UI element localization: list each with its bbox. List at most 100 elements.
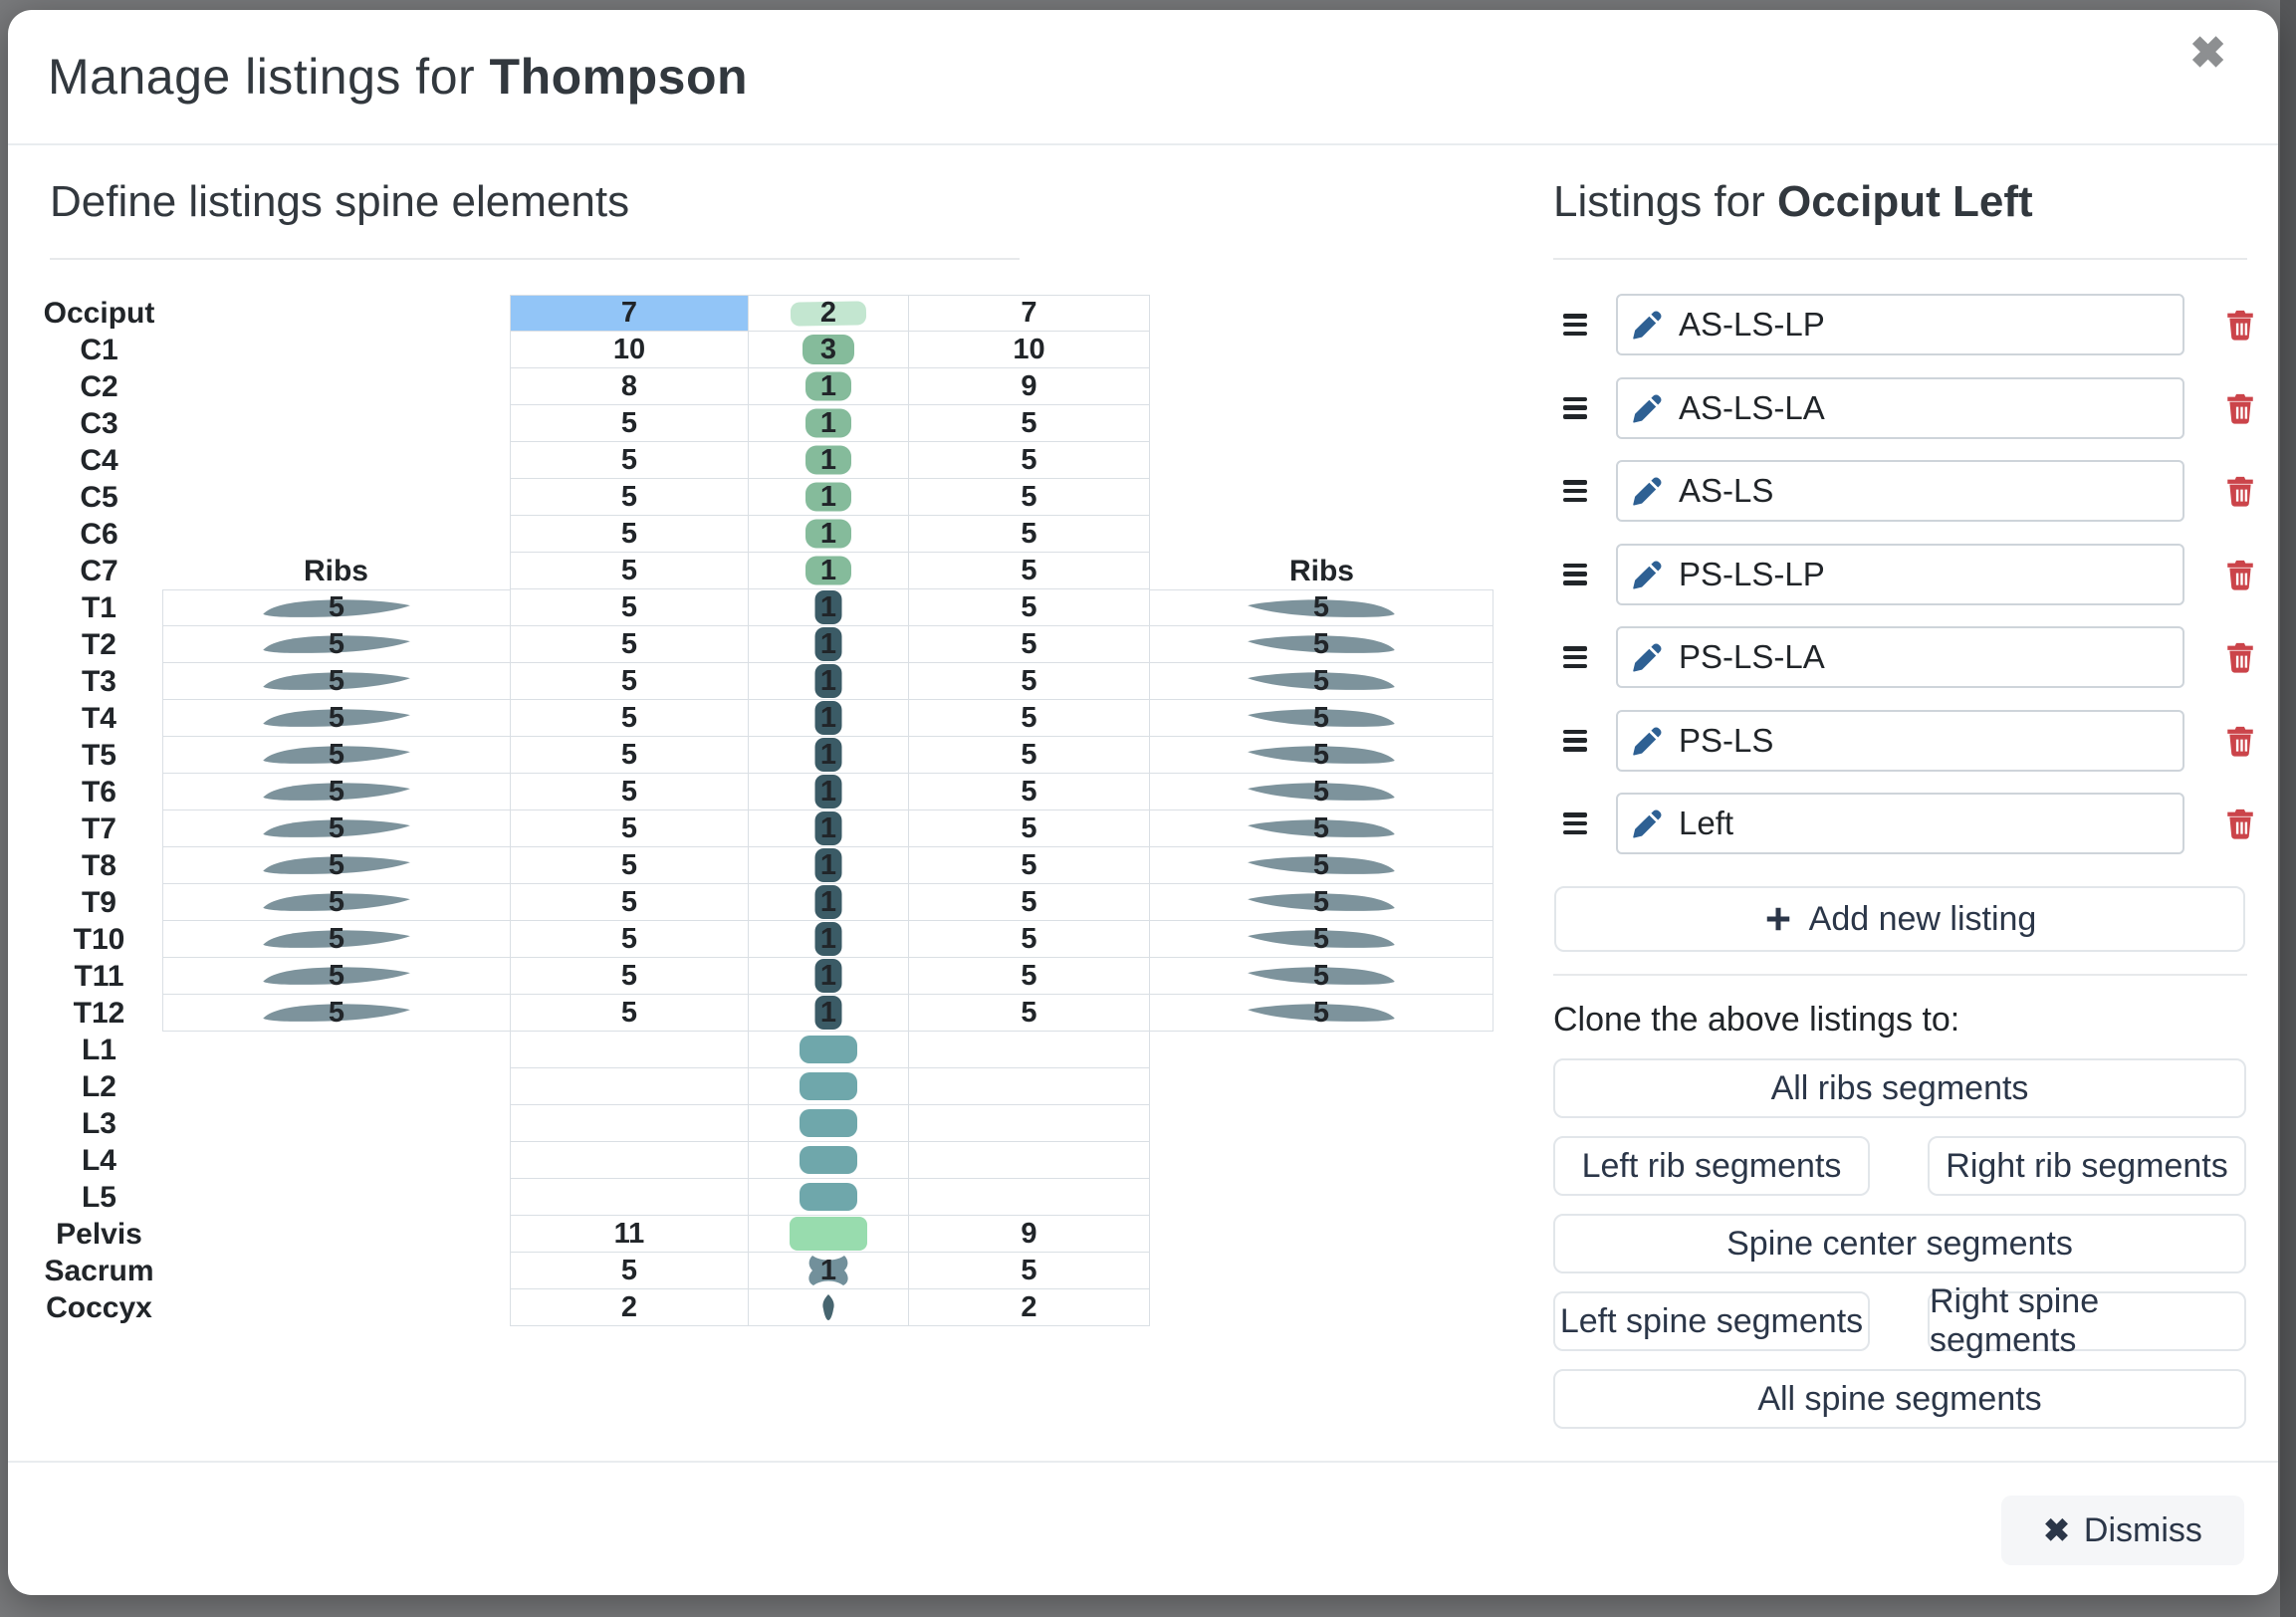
left-listing-cell[interactable]: 5: [510, 479, 748, 516]
center-segment-cell[interactable]: [748, 1142, 908, 1179]
left-listing-cell[interactable]: 8: [510, 368, 748, 405]
right-listing-cell[interactable]: 5: [908, 847, 1150, 884]
clone-button-left-spine-segments[interactable]: Left spine segments: [1553, 1291, 1870, 1351]
right-rib-cell[interactable]: 5: [1150, 995, 1493, 1032]
left-rib-cell[interactable]: 5: [162, 700, 510, 737]
left-listing-cell[interactable]: 5: [510, 663, 748, 700]
right-listing-cell[interactable]: 5: [908, 884, 1150, 921]
right-listing-cell[interactable]: [908, 1142, 1150, 1179]
right-listing-cell[interactable]: 10: [908, 332, 1150, 368]
center-segment-cell[interactable]: 1: [748, 553, 908, 589]
right-listing-cell[interactable]: [908, 1105, 1150, 1142]
right-listing-cell[interactable]: 5: [908, 626, 1150, 663]
trash-icon[interactable]: [2223, 390, 2257, 426]
left-listing-cell[interactable]: 5: [510, 405, 748, 442]
listing-edit-box[interactable]: AS-LS-LA: [1616, 376, 2184, 439]
right-rib-cell[interactable]: 5: [1150, 700, 1493, 737]
left-listing-cell[interactable]: 5: [510, 700, 748, 737]
trash-icon[interactable]: [2223, 307, 2257, 343]
dismiss-button[interactable]: ✖ Dismiss: [2001, 1496, 2244, 1565]
drag-handle-icon[interactable]: [1563, 480, 1587, 502]
left-listing-cell[interactable]: 5: [510, 737, 748, 774]
center-segment-cell[interactable]: 1: [748, 774, 908, 810]
clone-button-all-spine-segments[interactable]: All spine segments: [1553, 1369, 2246, 1429]
right-listing-cell[interactable]: 9: [908, 368, 1150, 405]
right-listing-cell[interactable]: 5: [908, 442, 1150, 479]
left-rib-cell[interactable]: 5: [162, 995, 510, 1032]
left-rib-cell[interactable]: 5: [162, 589, 510, 626]
right-listing-cell[interactable]: 5: [908, 1253, 1150, 1289]
left-listing-cell[interactable]: 5: [510, 442, 748, 479]
trash-icon[interactable]: [2223, 473, 2257, 509]
right-rib-cell[interactable]: 5: [1150, 774, 1493, 810]
center-segment-cell[interactable]: 1: [748, 626, 908, 663]
listing-edit-box[interactable]: PS-LS-LP: [1616, 543, 2184, 605]
trash-icon[interactable]: [2223, 639, 2257, 675]
center-segment-cell[interactable]: 1: [748, 479, 908, 516]
right-listing-cell[interactable]: 5: [908, 663, 1150, 700]
right-rib-cell[interactable]: 5: [1150, 737, 1493, 774]
right-listing-cell[interactable]: 5: [908, 553, 1150, 589]
center-segment-cell[interactable]: 1: [748, 921, 908, 958]
right-listing-cell[interactable]: 5: [908, 921, 1150, 958]
left-listing-cell[interactable]: [510, 1142, 748, 1179]
trash-icon[interactable]: [2223, 806, 2257, 841]
right-listing-cell[interactable]: [908, 1179, 1150, 1216]
right-listing-cell[interactable]: [908, 1068, 1150, 1105]
left-listing-cell[interactable]: [510, 1179, 748, 1216]
center-segment-cell[interactable]: 1: [748, 589, 908, 626]
trash-icon[interactable]: [2223, 723, 2257, 759]
center-segment-cell[interactable]: [748, 1216, 908, 1253]
center-segment-cell[interactable]: 2: [748, 295, 908, 332]
right-listing-cell[interactable]: 5: [908, 589, 1150, 626]
left-listing-cell[interactable]: 5: [510, 1253, 748, 1289]
left-rib-cell[interactable]: 5: [162, 737, 510, 774]
center-segment-cell[interactable]: 1: [748, 995, 908, 1032]
drag-handle-icon[interactable]: [1563, 396, 1587, 419]
center-segment-cell[interactable]: 3: [748, 332, 908, 368]
left-listing-cell[interactable]: 5: [510, 516, 748, 553]
clone-button-right-rib-segments[interactable]: Right rib segments: [1928, 1136, 2246, 1196]
left-rib-cell[interactable]: 5: [162, 774, 510, 810]
right-listing-cell[interactable]: 5: [908, 774, 1150, 810]
left-listing-cell[interactable]: [510, 1068, 748, 1105]
right-listing-cell[interactable]: 5: [908, 700, 1150, 737]
listing-edit-box[interactable]: Left: [1616, 793, 2184, 854]
right-listing-cell[interactable]: [908, 1032, 1150, 1068]
center-segment-cell[interactable]: [748, 1105, 908, 1142]
left-listing-cell-selected[interactable]: 7: [510, 295, 748, 332]
left-rib-cell[interactable]: 5: [162, 663, 510, 700]
left-rib-cell[interactable]: 5: [162, 958, 510, 995]
drag-handle-icon[interactable]: [1563, 729, 1587, 752]
left-listing-cell[interactable]: 5: [510, 589, 748, 626]
left-listing-cell[interactable]: 5: [510, 958, 748, 995]
right-listing-cell[interactable]: 5: [908, 516, 1150, 553]
left-listing-cell[interactable]: 10: [510, 332, 748, 368]
center-segment-cell[interactable]: 1: [748, 700, 908, 737]
center-segment-cell[interactable]: 1: [748, 442, 908, 479]
left-rib-cell[interactable]: 5: [162, 626, 510, 663]
right-listing-cell[interactable]: 7: [908, 295, 1150, 332]
right-listing-cell[interactable]: 5: [908, 810, 1150, 847]
center-segment-cell[interactable]: 1: [748, 368, 908, 405]
left-listing-cell[interactable]: 5: [510, 774, 748, 810]
drag-handle-icon[interactable]: [1563, 314, 1587, 336]
center-segment-cell[interactable]: 1: [748, 405, 908, 442]
right-rib-cell[interactable]: 5: [1150, 589, 1493, 626]
left-rib-cell[interactable]: 5: [162, 884, 510, 921]
left-listing-cell[interactable]: [510, 1032, 748, 1068]
center-segment-cell[interactable]: 1: [748, 958, 908, 995]
right-listing-cell[interactable]: 5: [908, 995, 1150, 1032]
clone-button-spine-center-segments[interactable]: Spine center segments: [1553, 1214, 2246, 1273]
listing-edit-box[interactable]: PS-LS-LA: [1616, 626, 2184, 688]
drag-handle-icon[interactable]: [1563, 646, 1587, 668]
left-listing-cell[interactable]: 5: [510, 884, 748, 921]
left-listing-cell[interactable]: 5: [510, 553, 748, 589]
center-segment-cell[interactable]: 1: [748, 1253, 908, 1289]
left-rib-cell[interactable]: 5: [162, 847, 510, 884]
listing-edit-box[interactable]: AS-LS: [1616, 460, 2184, 522]
left-listing-cell[interactable]: 5: [510, 921, 748, 958]
right-listing-cell[interactable]: 5: [908, 405, 1150, 442]
trash-icon[interactable]: [2223, 557, 2257, 592]
left-listing-cell[interactable]: 5: [510, 810, 748, 847]
